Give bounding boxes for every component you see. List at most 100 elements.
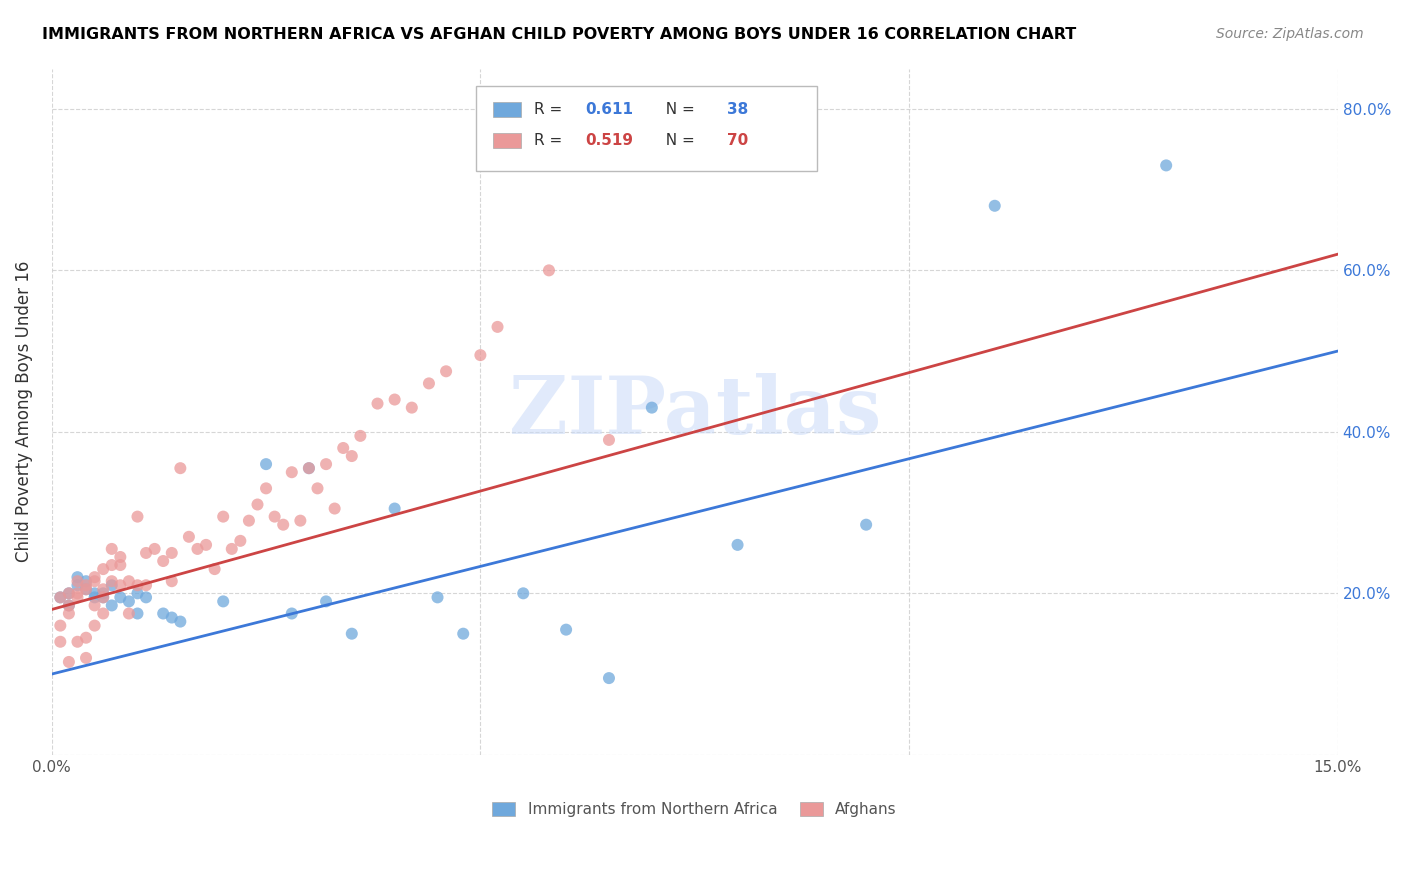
Point (384, 392, 406, 407)
Point (315, 457, 337, 471)
Point (855, 517, 877, 532)
Text: 0.611: 0.611 (585, 103, 633, 117)
Point (75, 582, 97, 597)
Point (110, 549, 132, 564)
Point (221, 541, 243, 556)
Point (110, 591, 132, 605)
Point (49, 634, 72, 648)
Point (254, 481, 277, 495)
Point (401, 401, 423, 415)
Point (537, 263, 560, 277)
Text: Source: ZipAtlas.com: Source: ZipAtlas.com (1216, 27, 1364, 41)
Point (100, 599, 122, 613)
Point (298, 461, 321, 475)
Point (160, 610, 183, 624)
Point (271, 517, 294, 532)
Point (66, 591, 89, 605)
Point (66, 586, 89, 600)
Point (177, 530, 200, 544)
Text: 0.519: 0.519 (585, 133, 633, 148)
Point (58, 655, 80, 669)
Point (315, 594, 337, 608)
Point (83, 586, 105, 600)
Point (340, 626, 363, 640)
Point (195, 538, 218, 552)
Y-axis label: Child Poverty Among Boys Under 16: Child Poverty Among Boys Under 16 (15, 261, 32, 562)
Point (152, 607, 174, 621)
Point (83, 591, 105, 605)
Point (75, 574, 97, 589)
Point (434, 364, 457, 378)
Point (58, 599, 80, 613)
Point (340, 449, 363, 463)
Point (91, 562, 114, 576)
Point (160, 546, 183, 560)
Point (143, 541, 166, 556)
Point (246, 498, 269, 512)
Point (204, 562, 226, 576)
Point (727, 538, 749, 552)
Point (186, 541, 208, 556)
Point (486, 319, 509, 334)
Point (127, 607, 149, 621)
Point (555, 623, 578, 637)
Point (281, 607, 304, 621)
Point (598, 433, 620, 447)
Point (290, 514, 312, 528)
Point (281, 465, 304, 479)
Point (384, 501, 406, 516)
Bar (494, 103, 522, 117)
Point (229, 533, 252, 548)
Point (58, 586, 80, 600)
Point (49, 618, 72, 632)
Point (426, 591, 449, 605)
Point (83, 570, 105, 584)
Point (470, 348, 492, 362)
Point (451, 626, 474, 640)
Legend: Immigrants from Northern Africa, Afghans: Immigrants from Northern Africa, Afghans (486, 797, 903, 823)
Point (238, 514, 260, 528)
Point (83, 599, 105, 613)
Point (169, 615, 191, 629)
Point (91, 591, 114, 605)
Point (100, 541, 122, 556)
FancyBboxPatch shape (477, 86, 817, 171)
Point (58, 607, 80, 621)
Point (83, 574, 105, 589)
Point (66, 634, 89, 648)
Bar (494, 133, 522, 148)
Point (58, 599, 80, 613)
Point (110, 558, 132, 572)
Point (127, 578, 149, 592)
Point (598, 671, 620, 685)
Text: N =: N = (657, 103, 700, 117)
Point (66, 574, 89, 589)
Point (75, 631, 97, 645)
Point (152, 554, 174, 568)
Text: ZIPatlas: ZIPatlas (509, 373, 880, 450)
Point (127, 586, 149, 600)
Point (100, 574, 122, 589)
Point (118, 594, 141, 608)
Point (212, 509, 235, 524)
Point (366, 396, 388, 410)
Point (91, 591, 114, 605)
Text: R =: R = (534, 103, 567, 117)
Point (983, 199, 1005, 213)
Point (135, 578, 157, 592)
Point (58, 586, 80, 600)
Point (75, 651, 97, 665)
Point (135, 546, 157, 560)
Point (49, 591, 72, 605)
Point (263, 509, 285, 524)
Point (127, 509, 149, 524)
Point (641, 401, 664, 415)
Point (332, 441, 354, 455)
Text: 38: 38 (727, 103, 748, 117)
Point (254, 457, 277, 471)
Point (66, 570, 89, 584)
Point (91, 582, 114, 597)
Text: 70: 70 (727, 133, 748, 148)
Point (110, 578, 132, 592)
Point (169, 461, 191, 475)
